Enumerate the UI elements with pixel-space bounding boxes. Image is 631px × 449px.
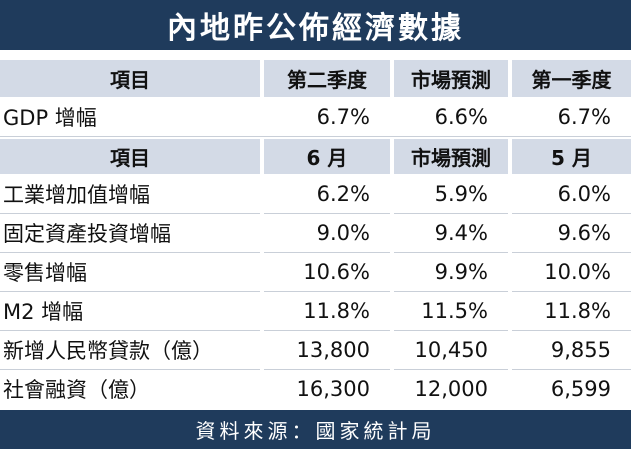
header-may: 5 月 bbox=[551, 146, 592, 170]
row-value: 9,855 bbox=[550, 337, 611, 362]
row-value: 6,599 bbox=[550, 377, 611, 401]
row-value: 5.9% bbox=[394, 174, 512, 213]
header-row-quarter: 項目 第二季度 市場預測 第一季度 bbox=[0, 60, 631, 97]
header-q2: 第二季度 bbox=[264, 60, 394, 97]
header-forecast: 市場預測 bbox=[394, 60, 512, 97]
row-value: 6.6% bbox=[394, 97, 512, 136]
row-value: 10.6% bbox=[264, 252, 394, 291]
header-row-month: 項目 6 月 市場預測 5 月 bbox=[0, 139, 631, 174]
row-value: 11.5% bbox=[394, 291, 512, 330]
header-item: 項目 bbox=[0, 60, 264, 97]
table-row: 零售增幅 10.6% 9.9% 10.0% bbox=[0, 252, 631, 292]
table-row: 社會融資（億） 16,300 12,000 6,599 bbox=[0, 369, 631, 409]
table-title: 內地昨公佈經濟數據 bbox=[0, 0, 631, 50]
table-row: M2 增幅 11.8% 11.5% 11.8% bbox=[0, 291, 631, 331]
row-value: 6.7% bbox=[264, 97, 394, 136]
row-value: 9.6% bbox=[557, 220, 611, 245]
table-row: 新增人民幣貸款（億） 13,800 10,450 9,855 bbox=[0, 330, 631, 370]
row-value: 9.4% bbox=[394, 213, 512, 252]
row-label: 零售增幅 bbox=[0, 252, 264, 291]
row-value: 9.9% bbox=[394, 252, 512, 291]
row-value: 12,000 bbox=[394, 369, 512, 409]
row-value: 16,300 bbox=[264, 369, 394, 409]
row-value: 11.8% bbox=[544, 298, 611, 323]
table-row-gdp: GDP 增幅 6.7% 6.6% 6.7% bbox=[0, 97, 631, 137]
row-value: 11.8% bbox=[264, 291, 394, 330]
row-label: M2 增幅 bbox=[0, 291, 264, 330]
row-value: 9.0% bbox=[264, 213, 394, 252]
table-row: 工業增加值增幅 6.2% 5.9% 6.0% bbox=[0, 174, 631, 214]
header-forecast: 市場預測 bbox=[394, 139, 512, 174]
header-q1: 第一季度 bbox=[531, 68, 612, 92]
row-label: 社會融資（億） bbox=[0, 369, 264, 409]
row-label: 新增人民幣貸款（億） bbox=[0, 330, 264, 369]
header-item: 項目 bbox=[0, 139, 264, 174]
table-row: 固定資產投資增幅 9.0% 9.4% 9.6% bbox=[0, 213, 631, 253]
row-value: 13,800 bbox=[264, 330, 394, 369]
row-value: 10,450 bbox=[394, 330, 512, 369]
row-label: GDP 增幅 bbox=[0, 97, 264, 136]
row-value: 6.2% bbox=[264, 174, 394, 213]
row-value: 6.0% bbox=[557, 181, 611, 206]
header-june: 6 月 bbox=[264, 139, 394, 174]
row-label: 工業增加值增幅 bbox=[0, 174, 264, 213]
row-value: 10.0% bbox=[544, 259, 611, 284]
row-value: 6.7% bbox=[557, 104, 611, 129]
source-footer: 資料來源：國家統計局 bbox=[0, 410, 631, 449]
row-label: 固定資產投資增幅 bbox=[0, 213, 264, 252]
